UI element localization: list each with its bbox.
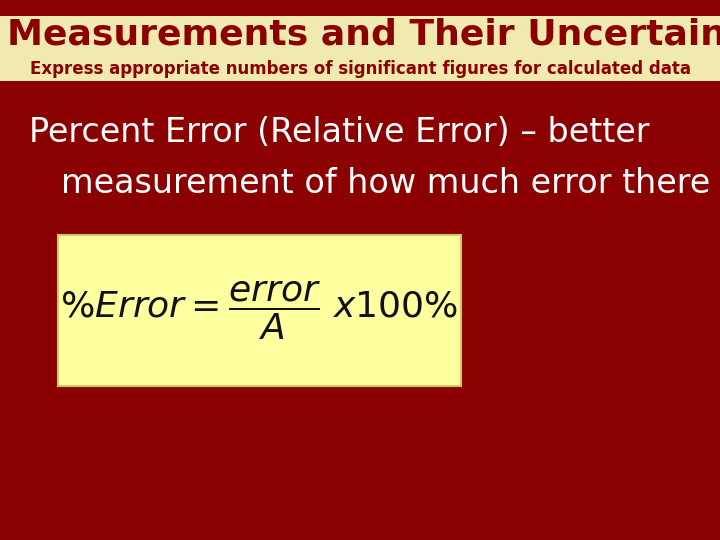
Text: Percent Error (Relative Error) – better: Percent Error (Relative Error) – better <box>29 116 649 149</box>
Bar <box>0 0 720 16</box>
Text: $\%Error = \dfrac{error}{A}\ x100\%$: $\%Error = \dfrac{error}{A}\ x100\%$ <box>60 279 458 342</box>
Text: Express appropriate numbers of significant figures for calculated data: Express appropriate numbers of significa… <box>30 60 690 78</box>
Text: Measurements and Their Uncertainty 3.1: Measurements and Their Uncertainty 3.1 <box>7 18 720 52</box>
Bar <box>0 81 720 94</box>
Bar <box>0 16 720 94</box>
Text: measurement of how much error there was: measurement of how much error there was <box>61 167 720 200</box>
Bar <box>58 235 461 386</box>
